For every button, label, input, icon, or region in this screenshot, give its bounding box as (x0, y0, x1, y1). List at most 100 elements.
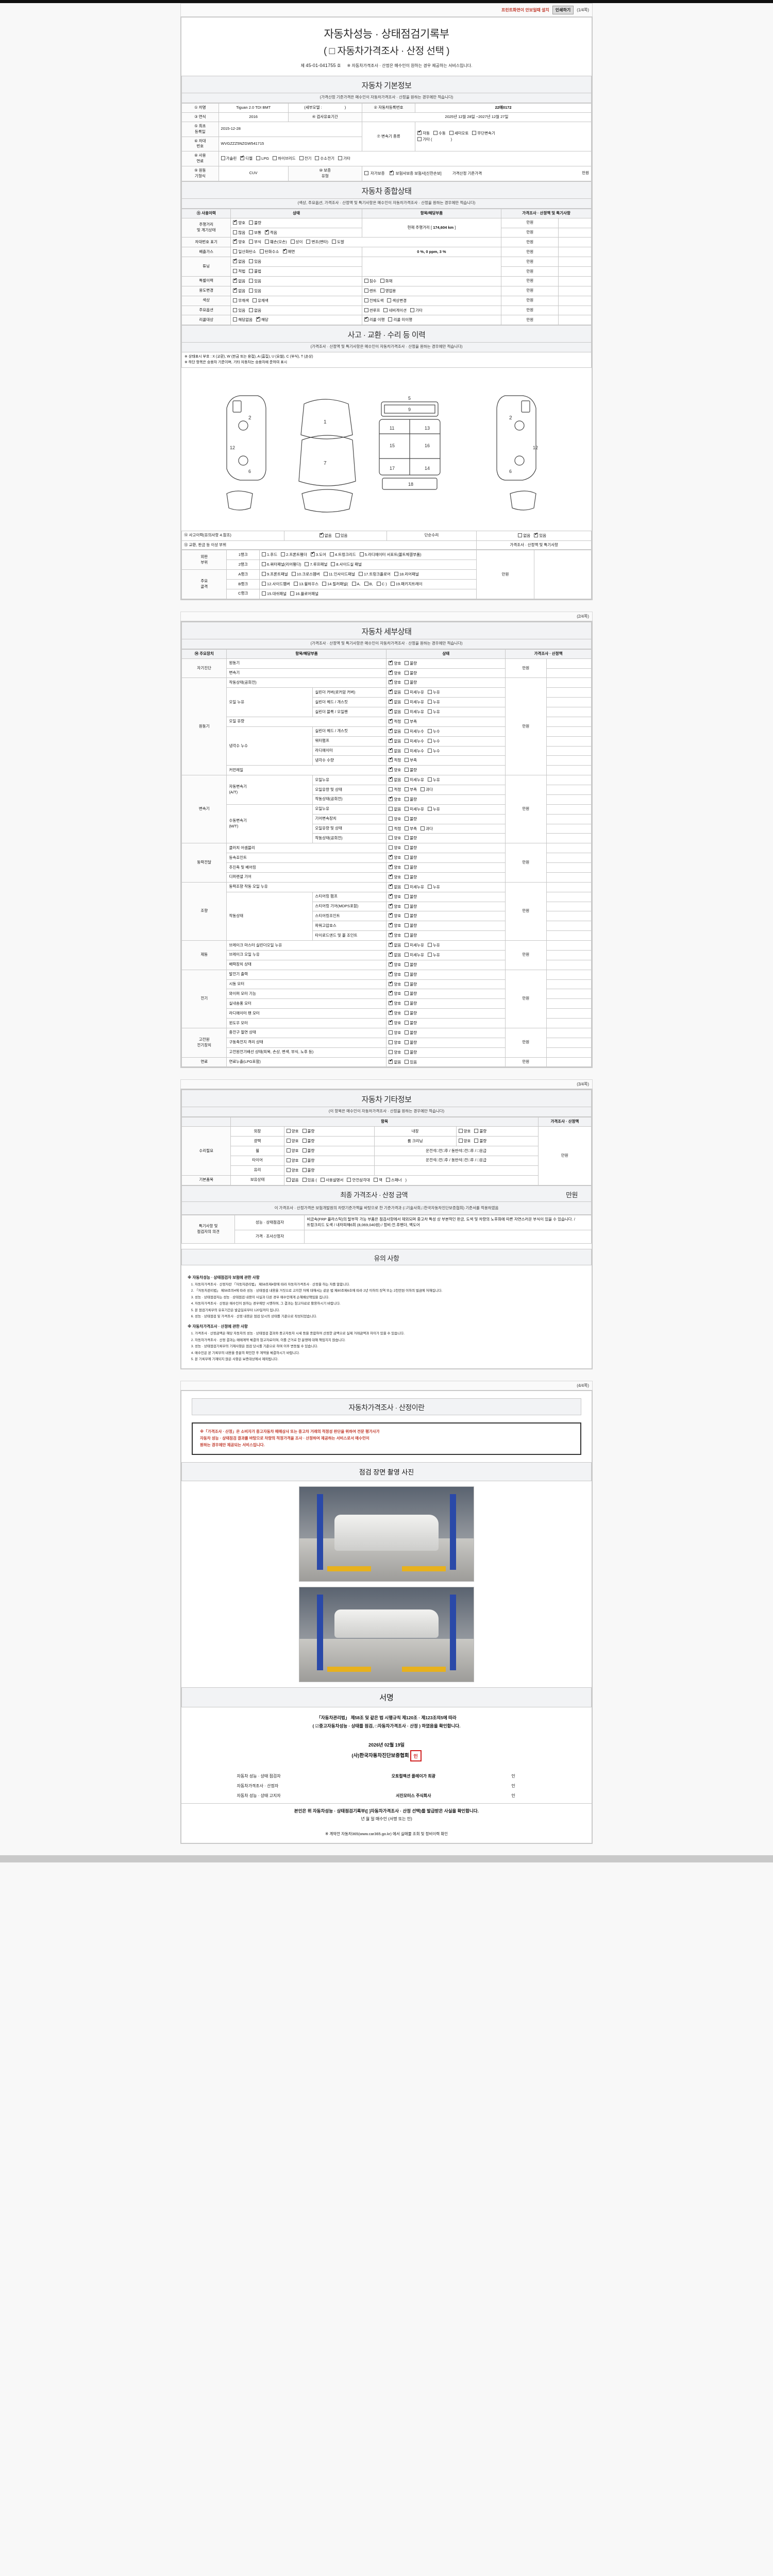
etc-left-opts[interactable]: 양호 불량 (283, 1155, 375, 1166)
etc-right-opts[interactable]: 양호 불량 (456, 1126, 539, 1137)
checkbox-d5-2-1[interactable] (405, 962, 409, 967)
detail-state[interactable]: 양호 불량 (386, 1037, 506, 1048)
checkbox-d4-2-1[interactable] (405, 904, 409, 908)
checkbox-ov8-1[interactable] (256, 316, 260, 322)
overall-state-c[interactable]: 렌트 영업용 (361, 285, 502, 296)
d2-3-1[interactable]: 미세누유 (405, 806, 424, 812)
checkbox-d2-3-0[interactable] (389, 806, 393, 811)
d2-0-2[interactable]: 누유 (427, 777, 440, 783)
checkbox-e0r-1[interactable] (474, 1129, 479, 1133)
checkbox-d2-0-2[interactable] (427, 777, 432, 782)
d3-2-0[interactable]: 양호 (389, 864, 401, 871)
accident-history-options[interactable]: 없음 있음 (283, 530, 387, 541)
detail-state[interactable]: 양호 불량 (386, 677, 506, 688)
checkbox-d3-2-0[interactable] (389, 864, 393, 869)
d7-0-0[interactable]: 양호 (389, 1030, 401, 1036)
d0-0-1[interactable]: 불량 (405, 660, 417, 667)
overall-state-c[interactable]: 썬루프 네비게이션 기타 (361, 305, 502, 316)
checkbox-d1-3-2[interactable] (427, 709, 432, 714)
checkbox-d1-1-2[interactable] (427, 690, 432, 694)
d4-5-1[interactable]: 불량 (405, 933, 417, 939)
checkbox-ov3a-0[interactable] (233, 258, 238, 264)
warranty-options[interactable]: 자가보증 보험사보증 보험사[신한손보] 가격산정 기준가격 만원 (361, 166, 592, 181)
d5-0-0[interactable]: 없음 (389, 942, 401, 948)
acc-0[interactable]: 없음 (319, 532, 332, 539)
d6-4-1[interactable]: 불량 (405, 1010, 417, 1016)
d6-1-1[interactable]: 불량 (405, 981, 417, 988)
checkbox-ov1-2[interactable] (265, 240, 270, 244)
e4l-0[interactable]: 양호 (286, 1167, 299, 1174)
transmission-other-row[interactable]: 기타 ( ) (417, 137, 589, 143)
rank-items[interactable]: 6.쿼터패널(리어휀다) 7.루프패널 8.사이드실 패널 (259, 560, 477, 570)
overall-state-a[interactable]: 양호 부식 훼손(오손) 상이 변조(변타) 도말 (230, 237, 502, 248)
d4-3-1[interactable]: 불량 (405, 913, 417, 919)
checkbox-d8-0-0[interactable] (389, 1059, 393, 1064)
checkbox-d6-2-0[interactable] (389, 990, 393, 996)
d1-2-0[interactable]: 없음 (389, 699, 401, 705)
rank3-2[interactable]: 14.필러패널( (322, 581, 348, 587)
checkbox-acc-1[interactable] (335, 533, 340, 537)
checkbox-d2-5-1[interactable] (405, 826, 409, 831)
checkbox-d4-3-1[interactable] (405, 913, 409, 918)
checkbox-d5-2-0[interactable] (389, 961, 393, 967)
checkbox-rank0-4[interactable] (359, 552, 364, 557)
print-notice-link[interactable]: 프린트화면이 안보일때 설치 (501, 7, 549, 12)
checkbox-d6-2-1[interactable] (405, 991, 409, 996)
checkbox-d1-6-1[interactable] (405, 738, 409, 743)
ov8c-1[interactable]: 리콜 미이행 (388, 317, 412, 323)
rank3-1[interactable]: 13.휠하우스 (293, 581, 318, 587)
d1-5-1[interactable]: 미세누수 (405, 728, 424, 735)
checkbox-e0r-0[interactable] (458, 1129, 463, 1133)
checkbox-d2-2-1[interactable] (405, 796, 409, 801)
checkbox-d3-2-1[interactable] (405, 865, 409, 869)
ov7-0[interactable]: 있음 (233, 308, 245, 314)
d1-5-2[interactable]: 누수 (427, 728, 440, 735)
ov0b-2[interactable]: 적음 (265, 229, 277, 236)
checkbox-d1-7-1[interactable] (405, 748, 409, 753)
checkbox-d6-0-1[interactable] (405, 972, 409, 976)
checkbox-ov2-1[interactable] (259, 249, 264, 254)
checkbox-d8-0-1[interactable] (405, 1059, 409, 1064)
warranty-insurer-option[interactable]: 보험사보증 보험사[신한손보] (389, 170, 442, 177)
detail-state[interactable]: 적정 부족 (386, 716, 506, 727)
checkbox-ov8c-0[interactable] (364, 316, 368, 322)
ov4-1[interactable]: 있음 (249, 278, 261, 284)
checkbox-ov8-0[interactable] (233, 317, 238, 322)
ov4c-1[interactable]: 화재 (380, 278, 392, 284)
d2-2-1[interactable]: 불량 (405, 796, 417, 803)
e0r-0[interactable]: 양호 (458, 1128, 470, 1134)
d1-0-0[interactable]: 양호 (389, 679, 401, 686)
overall-state-c[interactable]: 침수 화재 (361, 276, 502, 286)
checkbox-rank4-1[interactable] (290, 591, 295, 596)
d3-0-1[interactable]: 불량 (405, 845, 417, 851)
detail-state[interactable]: 양호 불량 (386, 969, 506, 980)
checkbox-d1-5-2[interactable] (427, 728, 432, 733)
d4-1-0[interactable]: 양호 (389, 893, 401, 900)
checkbox-d2-3-1[interactable] (405, 806, 409, 811)
d2-6-1[interactable]: 불량 (405, 835, 417, 841)
checkbox-ov5c-0[interactable] (364, 288, 368, 293)
detail-state[interactable]: 양호 불량 (386, 658, 506, 669)
checkbox-fuel-6[interactable] (338, 156, 342, 161)
ov3b-0[interactable]: 적법 (233, 268, 245, 275)
checkbox-d1-0-0[interactable] (389, 679, 393, 685)
d1-1-0[interactable]: 없음 (389, 689, 401, 696)
ov3a-1[interactable]: 있음 (249, 259, 261, 265)
checkbox-ov0b-2[interactable] (265, 229, 270, 234)
checkbox-e4l-0[interactable] (286, 1167, 291, 1172)
d4-4-1[interactable]: 불량 (405, 923, 417, 929)
checkbox-d4-0-2[interactable] (427, 884, 432, 889)
checkbox-d1-4-0[interactable] (389, 718, 393, 723)
ov5c-1[interactable]: 영업용 (380, 288, 396, 294)
checkbox-rank0-0[interactable] (262, 552, 266, 557)
detail-state[interactable]: 양호 불량 (386, 1047, 506, 1058)
etc-left-opts[interactable]: 양호 불량 (283, 1136, 375, 1146)
d7-2-0[interactable]: 양호 (389, 1049, 401, 1056)
overall-state-b[interactable]: 많음 보통 적음 (230, 227, 362, 238)
d2-6-0[interactable]: 양호 (389, 835, 401, 841)
d4-4-0[interactable]: 양호 (389, 922, 401, 929)
d2-5-2[interactable]: 과다 (421, 826, 433, 832)
checkbox-d2-5-0[interactable] (389, 826, 393, 831)
d2-4-0[interactable]: 양호 (389, 816, 401, 822)
checkbox-trans-2[interactable] (449, 131, 453, 135)
